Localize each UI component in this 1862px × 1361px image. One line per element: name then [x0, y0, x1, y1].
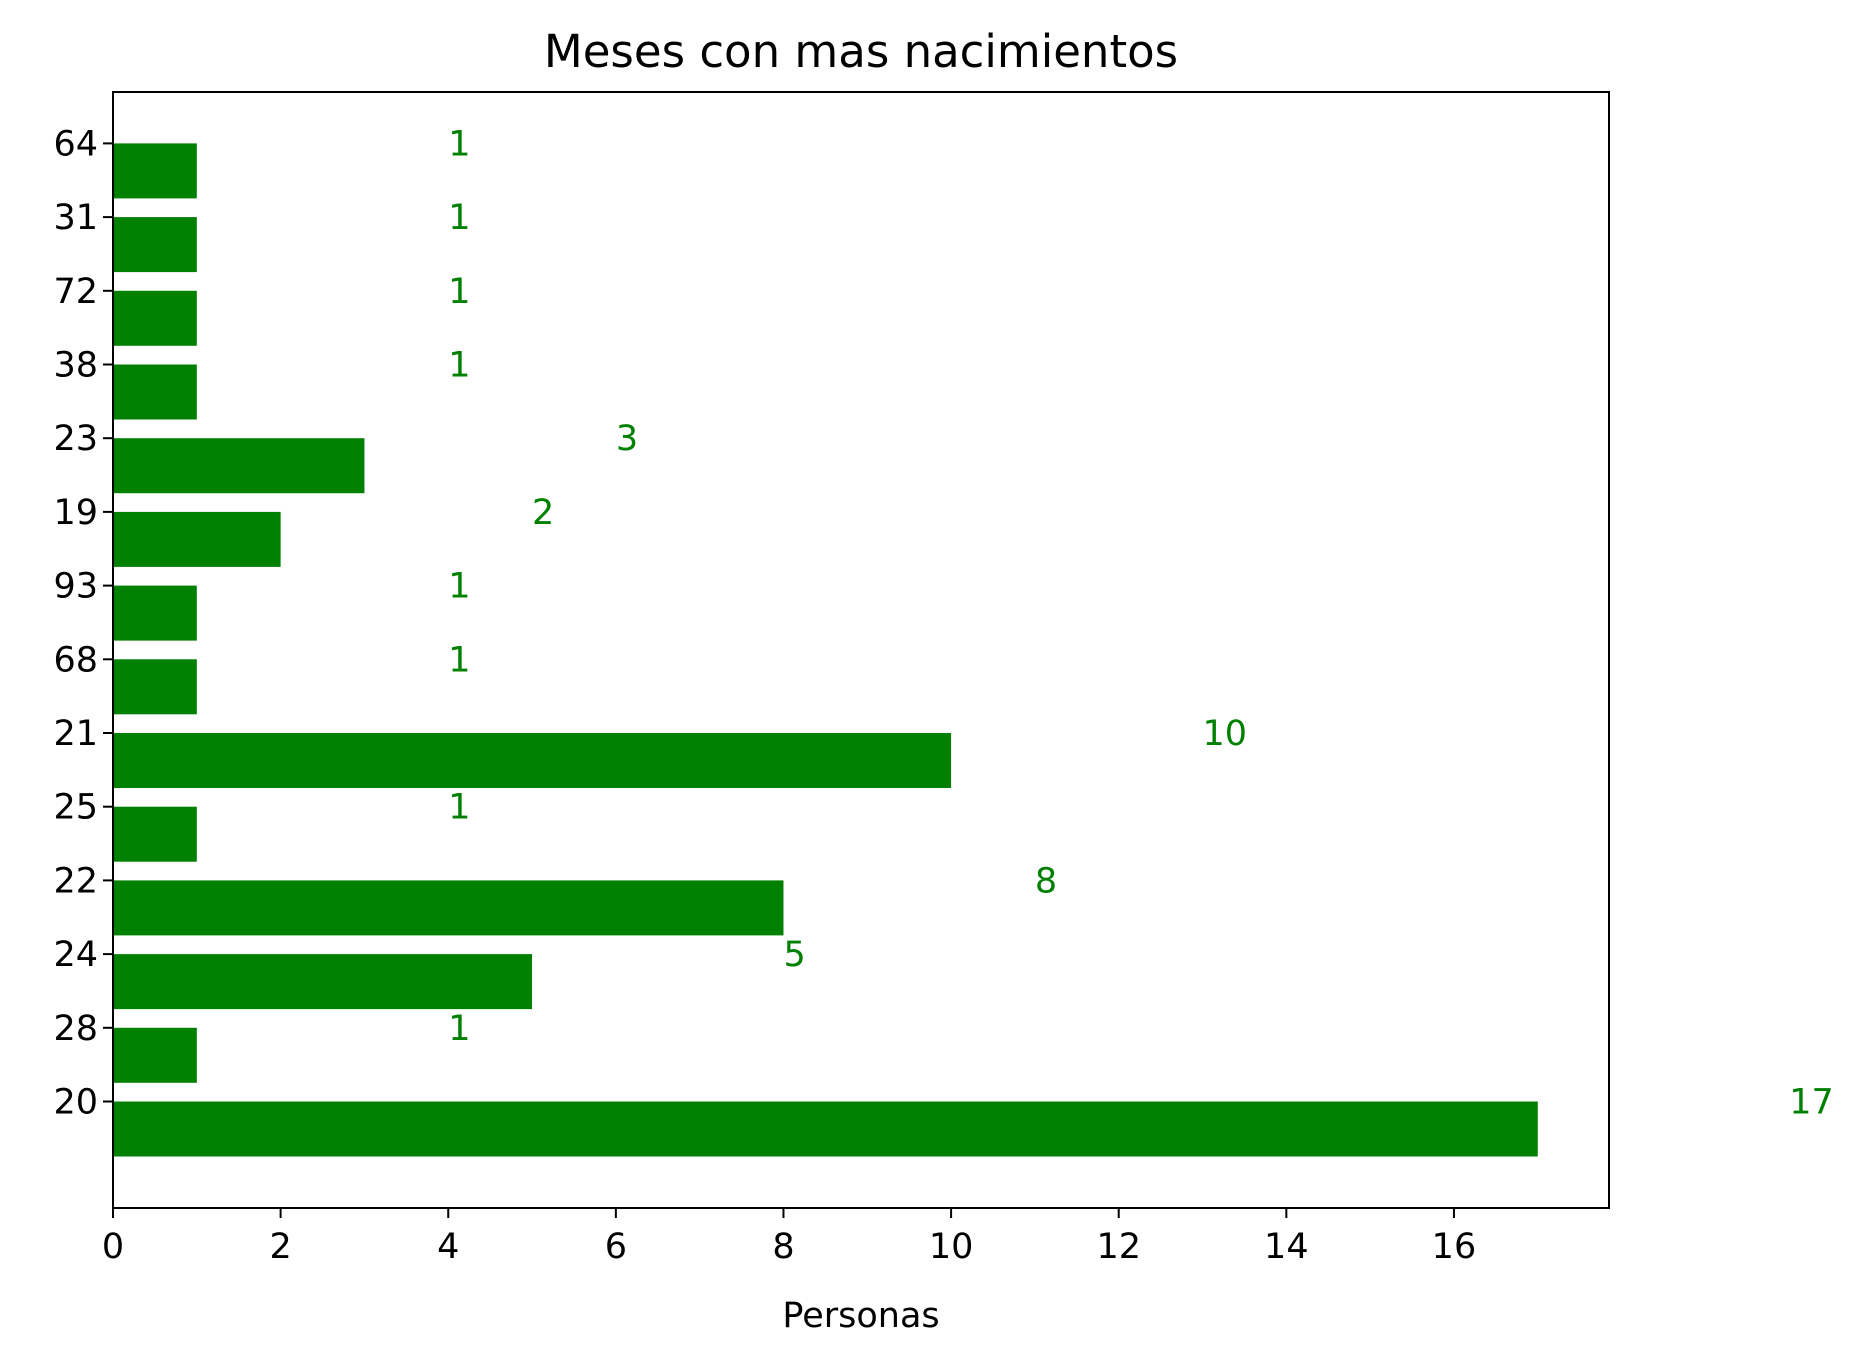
x-axis: 0 2 4 6 8 10 12 14 16 [102, 1208, 1476, 1267]
y-axis: 20 28 24 22 25 21 68 93 19 23 38 72 31 64 [53, 124, 113, 1123]
y-tick-label-31: 31 [53, 198, 98, 238]
bar-68 [113, 659, 197, 715]
data-label-25: 1 [448, 788, 470, 828]
bar-31 [113, 217, 197, 273]
y-tick-label-19: 19 [53, 493, 98, 533]
bar-19 [113, 511, 281, 567]
data-label-64: 1 [448, 124, 470, 164]
y-tick-label-28: 28 [53, 1009, 98, 1049]
data-label-28: 1 [448, 1009, 470, 1049]
x-tick-label-4: 4 [437, 1227, 459, 1267]
bar-23 [113, 438, 365, 494]
x-tick-label-8: 8 [772, 1227, 794, 1267]
plot-frame [112, 91, 1610, 1209]
bar-64 [113, 143, 197, 199]
y-tick-label-24: 24 [53, 935, 98, 975]
x-axis-label: Personas [782, 1296, 939, 1336]
chart-title: Meses con mas nacimientos [544, 25, 1178, 78]
x-tick-label-6: 6 [605, 1227, 627, 1267]
data-label-23: 3 [616, 419, 638, 459]
data-label-93: 1 [448, 567, 470, 607]
bar-38 [113, 364, 197, 420]
bar-24 [113, 954, 533, 1010]
data-label-38: 1 [448, 346, 470, 386]
x-tick-label-12: 12 [1096, 1227, 1141, 1267]
bar-25 [113, 806, 197, 862]
data-label-24: 5 [783, 935, 805, 975]
bar-72 [113, 290, 197, 346]
bar-20 [113, 1101, 1538, 1157]
y-tick-label-64: 64 [53, 124, 98, 164]
x-tick-label-2: 2 [269, 1227, 291, 1267]
bar-22 [113, 880, 784, 936]
y-tick-label-93: 93 [53, 567, 98, 607]
y-tick-label-25: 25 [53, 788, 98, 828]
data-label-21: 10 [1203, 714, 1248, 754]
y-tick-label-20: 20 [53, 1083, 98, 1123]
bars-group [113, 143, 1538, 1157]
y-tick-label-23: 23 [53, 419, 98, 459]
bar-93 [113, 585, 197, 641]
x-tick-label-16: 16 [1432, 1227, 1477, 1267]
data-label-31: 1 [448, 198, 470, 238]
y-tick-label-72: 72 [53, 272, 98, 312]
data-label-22: 8 [1035, 861, 1057, 901]
data-label-20: 17 [1789, 1083, 1834, 1123]
y-tick-label-21: 21 [53, 714, 98, 754]
x-tick-label-10: 10 [929, 1227, 974, 1267]
data-label-72: 1 [448, 272, 470, 312]
data-label-19: 2 [532, 493, 554, 533]
bar-28 [113, 1027, 197, 1083]
x-tick-label-14: 14 [1264, 1227, 1309, 1267]
y-tick-label-38: 38 [53, 346, 98, 386]
data-label-68: 1 [448, 640, 470, 680]
y-tick-label-68: 68 [53, 640, 98, 680]
y-tick-label-22: 22 [53, 861, 98, 901]
x-tick-label-0: 0 [102, 1227, 124, 1267]
bar-21 [113, 733, 952, 788]
